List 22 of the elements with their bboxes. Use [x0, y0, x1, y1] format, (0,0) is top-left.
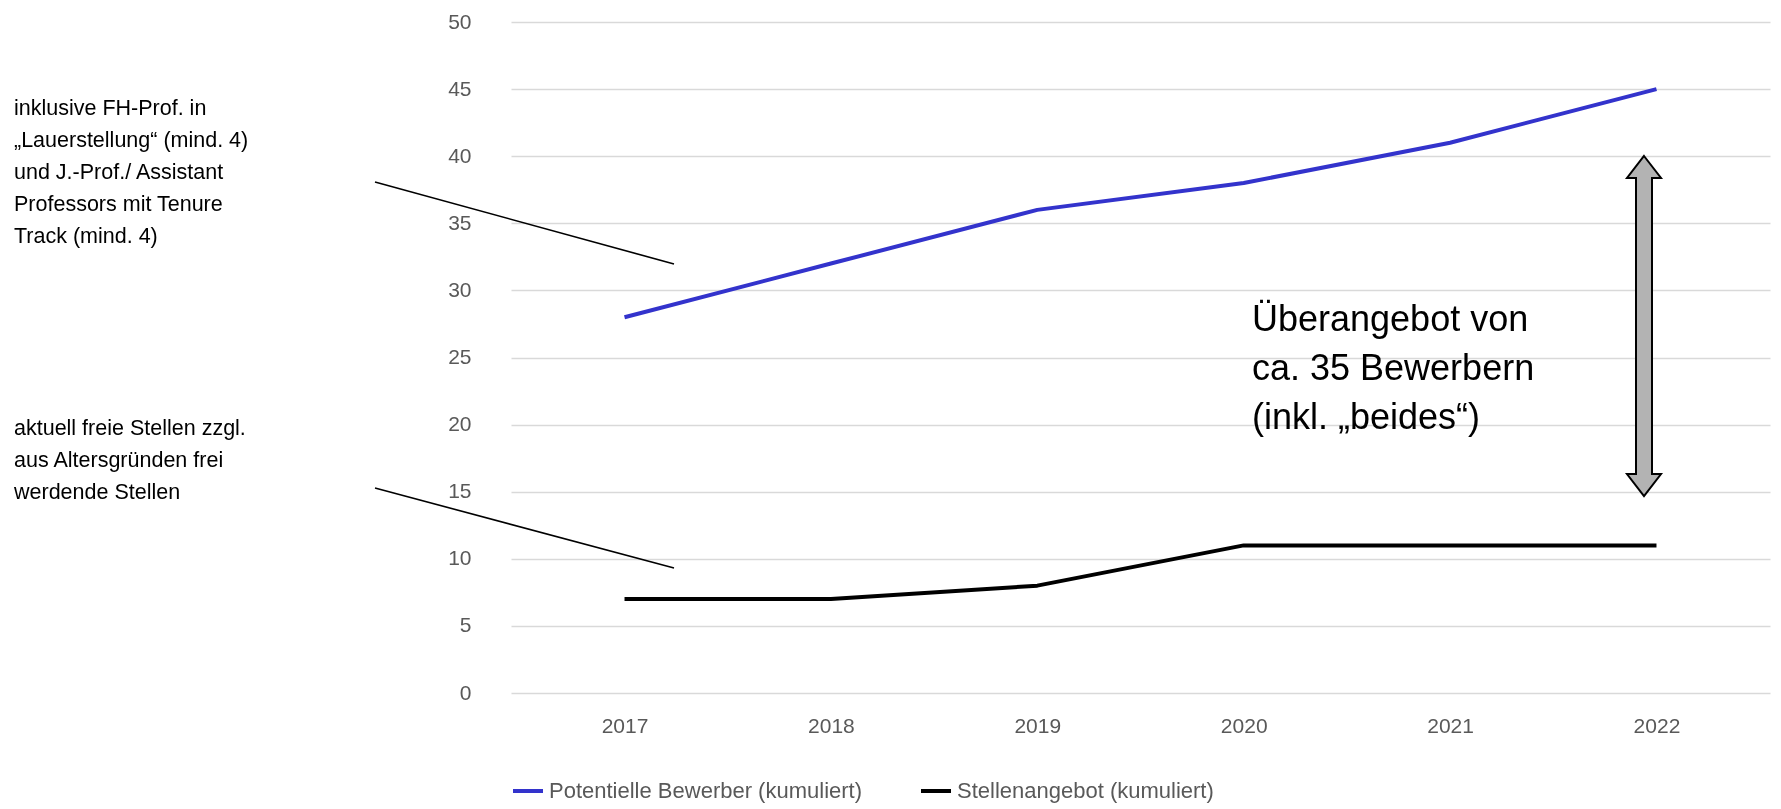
y-tick-label: 0: [459, 680, 472, 704]
x-tick-label: 2017: [601, 713, 649, 737]
y-tick-label: 5: [459, 613, 472, 637]
y-tick-label: 35: [448, 210, 472, 234]
y-tick-label: 25: [448, 345, 472, 368]
y-tick-label: 10: [448, 546, 472, 570]
y-tick-label: 40: [448, 143, 472, 167]
legend-label: Potentielle Bewerber (kumuliert): [549, 778, 863, 803]
text: aktuell freie Stellen zzgl. aus Altersgründen frei werdende Stellen: [14, 415, 246, 506]
y-tick-label: 20: [448, 412, 472, 436]
x-tick-label: 2018: [808, 713, 855, 737]
y-tick-label: 15: [448, 479, 472, 503]
y-tick-label: 50: [448, 9, 472, 33]
text: inklusive FH-Prof. in „Lauerstellung“ (mind. 4) und J.-Prof./ Assistant Professors mit Tenure Track (mind. 4): [14, 95, 249, 250]
x-tick-label: 2021: [1427, 713, 1474, 737]
y-tick-label: 45: [448, 76, 472, 100]
y-tick-label: 30: [448, 277, 472, 301]
legend-label: Stellenangebot (kumuliert): [957, 778, 1214, 803]
x-tick-label: 2019: [1014, 713, 1062, 737]
x-tick-label: 2022: [1633, 713, 1681, 737]
annotation: Überangebot von ca. 35 Bewerbern (inkl. „beides“): [1252, 297, 1535, 439]
x-tick-label: 2020: [1220, 713, 1268, 737]
